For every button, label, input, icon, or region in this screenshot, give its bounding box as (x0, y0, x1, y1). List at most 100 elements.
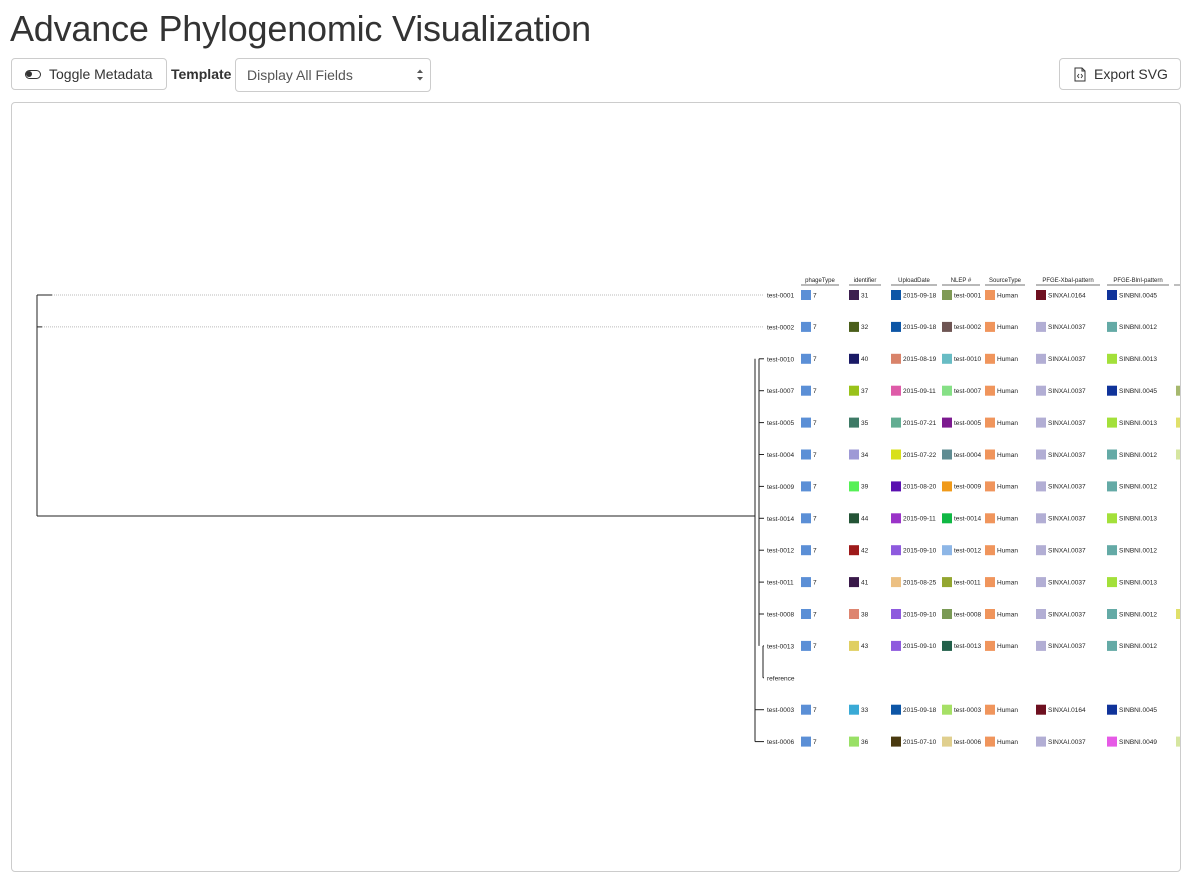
metadata-color-swatch (891, 449, 901, 460)
metadata-cell-text: Human (997, 388, 1018, 395)
metadata-color-swatch (1036, 417, 1046, 428)
metadata-cell-text: 33 (861, 707, 869, 714)
metadata-cell-text: SINBNI.0013 (1119, 420, 1157, 427)
metadata-color-swatch (891, 736, 901, 747)
metadata-cell-text: test-0012 (954, 548, 981, 555)
metadata-cell-text: 2015-09-10 (903, 643, 937, 650)
file-code-icon (1074, 67, 1086, 81)
metadata-cell-text: 2015-08-19 (903, 356, 937, 363)
metadata-color-swatch (942, 353, 952, 364)
metadata-cell-text: 40 (861, 356, 869, 363)
leaf-label: test-0011 (767, 580, 794, 587)
metadata-color-swatch (1036, 609, 1046, 619)
metadata-cell-text: 31 (861, 292, 869, 299)
metadata-cell-text: SINXAI.0037 (1048, 611, 1086, 618)
metadata-color-swatch (1036, 481, 1046, 492)
metadata-color-swatch (942, 640, 952, 651)
metadata-color-swatch (985, 704, 995, 715)
metadata-color-swatch (891, 513, 901, 524)
metadata-cell-text: Human (997, 420, 1018, 427)
metadata-color-swatch (801, 513, 811, 524)
leaf-label: test-0006 (767, 739, 794, 746)
metadata-color-swatch (942, 449, 952, 460)
metadata-cell-text: 2015-09-10 (903, 548, 937, 555)
overflow-color-swatch (1176, 736, 1180, 747)
metadata-cell-text: 2015-09-18 (903, 292, 937, 299)
metadata-cell-text: 36 (861, 739, 869, 746)
metadata-color-swatch (849, 736, 859, 747)
metadata-cell-text: SINBNI.0012 (1119, 643, 1157, 650)
metadata-cell-text: test-0004 (954, 452, 981, 459)
metadata-color-swatch (1107, 385, 1117, 396)
metadata-color-swatch (985, 545, 995, 556)
toggle-metadata-label: Toggle Metadata (49, 66, 153, 82)
metadata-color-swatch (849, 449, 859, 460)
leaf-label: test-0014 (767, 516, 794, 523)
select-arrows-icon (417, 69, 423, 81)
metadata-cell-text: SINXAI.0037 (1048, 739, 1086, 746)
metadata-cell-text: 7 (813, 356, 817, 363)
metadata-color-swatch (891, 577, 901, 588)
metadata-color-swatch (1107, 609, 1117, 619)
metadata-color-swatch (849, 385, 859, 396)
metadata-cell-text: 2015-09-11 (903, 388, 936, 395)
metadata-cell-text: SINXAI.0037 (1048, 579, 1086, 586)
metadata-color-swatch (1036, 290, 1046, 300)
metadata-cell-text: Human (997, 516, 1018, 523)
metadata-cell-text: SINXAI.0037 (1048, 548, 1086, 555)
metadata-color-swatch (1107, 353, 1117, 364)
metadata-color-swatch (1036, 385, 1046, 396)
page-title: Advance Phylogenomic Visualization (10, 8, 591, 49)
metadata-color-swatch (985, 417, 995, 428)
metadata-color-swatch (1107, 640, 1117, 651)
metadata-cell-text: SINBNI.0013 (1119, 579, 1157, 586)
overflow-color-swatch (1176, 385, 1180, 396)
metadata-cell-text: SINXAI.0037 (1048, 420, 1086, 427)
template-label: Template (171, 66, 232, 82)
metadata-cell-text: test-0008 (954, 611, 981, 618)
toggle-metadata-button[interactable]: Toggle Metadata (11, 58, 167, 90)
metadata-color-swatch (985, 353, 995, 364)
phylogenetic-tree[interactable]: test-0001 test-0002 test-0010 test-0007 test… (12, 103, 1181, 872)
metadata-cell-text: 7 (813, 388, 817, 395)
metadata-cell-text: 37 (861, 388, 869, 395)
toggle-icon (25, 69, 41, 79)
metadata-color-swatch (849, 545, 859, 556)
metadata-color-swatch (849, 321, 859, 332)
metadata-cell-text: test-0007 (954, 388, 981, 395)
metadata-cell-text: SINXAI.0037 (1048, 516, 1086, 523)
metadata-cell-text: test-0011 (954, 579, 981, 586)
metadata-cell-text: 2015-07-21 (903, 420, 937, 427)
overflow-color-swatch (1176, 417, 1180, 428)
template-select[interactable]: Display All Fields (235, 58, 431, 92)
metadata-cell-text: Human (997, 452, 1018, 459)
leaf-label: test-0005 (767, 420, 794, 427)
metadata-cell-text: 7 (813, 516, 817, 523)
metadata-color-swatch (985, 513, 995, 524)
metadata-cell-text: 7 (813, 292, 817, 299)
metadata-cell-text: SINXAI.0037 (1048, 388, 1086, 395)
metadata-cell-text: 2015-08-25 (903, 579, 937, 586)
metadata-color-swatch (1036, 449, 1046, 460)
leaf-label: test-0007 (767, 388, 794, 395)
metadata-color-swatch (849, 290, 859, 300)
metadata-cell-text: test-0001 (954, 292, 981, 299)
tree-visualization-panel[interactable]: test-0001 test-0002 test-0010 test-0007 test… (11, 102, 1181, 872)
metadata-cell-text: Human (997, 611, 1018, 618)
metadata-color-swatch (801, 417, 811, 428)
overflow-color-swatch (1176, 609, 1180, 619)
metadata-color-swatch (942, 513, 952, 524)
metadata-cell-text: 7 (813, 484, 817, 491)
metadata-cell-text: SINBNI.0045 (1119, 388, 1157, 395)
metadata-cell-text: SINBNI.0045 (1119, 707, 1157, 714)
metadata-cell-text: Human (997, 739, 1018, 746)
overflow-color-swatch (1176, 449, 1180, 460)
export-svg-button[interactable]: Export SVG (1059, 58, 1181, 90)
metadata-color-swatch (801, 704, 811, 715)
metadata-color-swatch (942, 481, 952, 492)
metadata-cell-text: test-0002 (954, 324, 981, 331)
metadata-cell-text: test-0013 (954, 643, 981, 650)
metadata-cell-text: 7 (813, 707, 817, 714)
leaf-label: test-0004 (767, 452, 794, 459)
metadata-color-swatch (1036, 577, 1046, 588)
